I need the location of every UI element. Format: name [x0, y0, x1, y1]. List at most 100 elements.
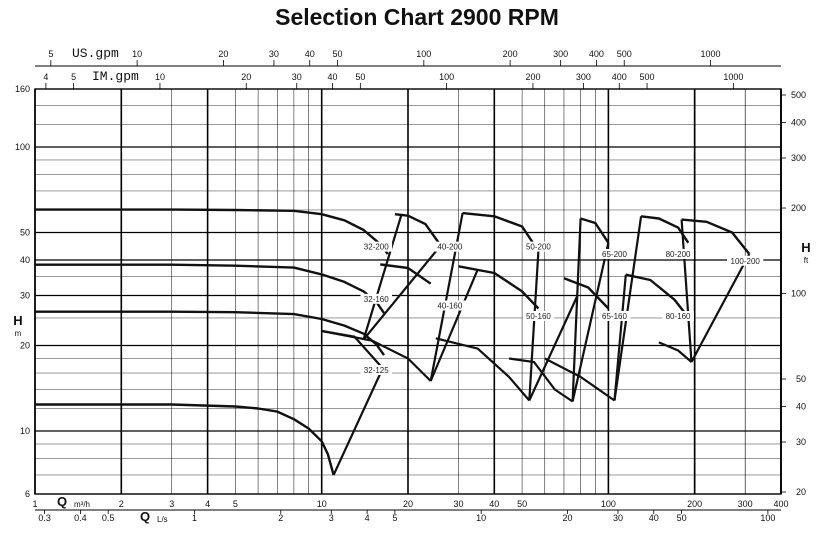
pump-label-bg: [434, 300, 466, 311]
tick-label-q-m3h: 1: [32, 499, 37, 509]
pump-label-bg: [360, 365, 393, 376]
tick-label-q-m3h: 4: [205, 499, 210, 509]
pump-curve: [563, 277, 610, 310]
pump-curve: [394, 213, 442, 247]
envelope-line: [528, 251, 540, 401]
pump-curve: [458, 265, 540, 310]
left-axis-unit: m: [15, 329, 22, 338]
tick-label-q-m3h: 30: [453, 499, 463, 509]
tick-label-h-m: 20: [20, 340, 30, 350]
tick-label-q-m3h: 300: [738, 499, 753, 509]
efficiency-curve: [658, 341, 693, 363]
tick-label-q-m3h: 100: [601, 499, 616, 509]
tick-label-q-m3h: 10: [317, 499, 327, 509]
bottom-ls-unit: L/s: [157, 515, 168, 524]
tick-label-h-m: 100: [15, 142, 30, 152]
bottom-ls-name: Q: [140, 509, 150, 524]
pump-label-bg: [360, 241, 393, 252]
envelope-line: [680, 219, 693, 363]
tick-label-q-ls: 1: [192, 513, 197, 523]
right-axis-name: H: [801, 240, 810, 255]
tick-label-im-gpm: 100: [439, 72, 454, 82]
left-axis-name: H: [13, 313, 22, 328]
pump-label-40-160: 40-160: [437, 301, 462, 310]
tick-label-h-m: 6: [25, 489, 30, 499]
envelope-line: [362, 213, 403, 340]
efficiency-curve: [435, 337, 531, 402]
pump-curves: [35, 208, 751, 476]
tick-label-us-gpm: 400: [589, 49, 604, 59]
pump-label-bg: [434, 241, 466, 252]
tick-label-q-ls: 20: [562, 513, 572, 523]
tick-label-us-gpm: 20: [218, 49, 228, 59]
tick-label-us-gpm: 500: [617, 49, 632, 59]
tick-label-h-m: 50: [20, 227, 30, 237]
pump-label-80-200: 80-200: [666, 250, 691, 259]
tick-label-h-ft: 400: [791, 118, 806, 128]
pump-label-bg: [727, 255, 764, 266]
pump-label-100-200: 100-200: [731, 257, 761, 266]
tick-label-h-ft: 30: [796, 437, 806, 447]
tick-label-im-gpm: 10: [155, 72, 165, 82]
pump-label-32-125: 32-125: [364, 366, 389, 375]
pump-label-bg: [522, 241, 555, 252]
tick-label-q-m3h: 40: [489, 499, 499, 509]
tick-label-im-gpm: 1000: [723, 72, 743, 82]
tick-label-q-ls: 0.5: [102, 513, 115, 523]
tick-label-q-ls: 2: [278, 513, 283, 523]
pump-labels: 32-200 32-160 32-125 40-200 40-160 50-200 50-1…: [360, 241, 764, 376]
tick-label-h-ft: 20: [796, 487, 806, 497]
tick-label-im-gpm: 20: [241, 72, 251, 82]
tick-label-im-gpm: 500: [640, 72, 655, 82]
tick-label-q-ls: 4: [365, 513, 370, 523]
tick-label-im-gpm: 5: [71, 72, 76, 82]
tick-label-q-m3h: 3: [169, 499, 174, 509]
pump-curve: [625, 273, 686, 314]
pump-label-40-200: 40-200: [437, 243, 462, 252]
tick-label-im-gpm: 40: [328, 72, 338, 82]
tick-label-q-ls: 100: [760, 513, 775, 523]
tick-label-q-m3h: 400: [773, 499, 788, 509]
pump-label-65-160: 65-160: [602, 312, 627, 321]
efficiency-curve: [321, 329, 382, 367]
tick-label-q-ls: 3: [329, 513, 334, 523]
grid: [34, 88, 782, 495]
envelope-line: [571, 218, 582, 402]
tick-label-us-gpm: 5: [48, 49, 53, 59]
pump-label-bg: [522, 310, 555, 321]
pump-curve: [681, 218, 751, 255]
tick-label-h-ft: 40: [796, 402, 806, 412]
bottom-q-unit: m³/h: [74, 500, 90, 509]
tick-label-q-m3h: 20: [403, 499, 413, 509]
tick-label-q-ls: 40: [649, 513, 659, 523]
tick-label-h-m: 10: [20, 426, 30, 436]
right-axis-unit: ft: [804, 256, 809, 265]
tick-label-q-ls: 30: [613, 513, 623, 523]
tick-label-us-gpm: 30: [269, 49, 279, 59]
efficiency-curve: [544, 357, 616, 402]
us-gpm-axis-name: US.gpm: [72, 46, 119, 61]
pump-label-bg: [598, 248, 631, 259]
pump-label-bg: [598, 310, 631, 321]
pump-label-32-200: 32-200: [364, 243, 389, 252]
tick-label-q-ls: 10: [476, 513, 486, 523]
tick-label-im-gpm: 300: [576, 72, 591, 82]
envelope-line: [613, 274, 627, 401]
im-gpm-axis-name: IM.gpm: [92, 69, 139, 84]
tick-label-h-ft: 500: [791, 90, 806, 100]
pump-label-bg: [662, 248, 694, 259]
tick-label-im-gpm: 50: [355, 72, 365, 82]
pump-curve: [380, 263, 432, 285]
envelope-line: [571, 242, 610, 402]
tick-label-h-m: 160: [15, 84, 30, 94]
tick-label-us-gpm: 40: [305, 49, 315, 59]
efficiency-curve: [508, 357, 574, 403]
tick-label-us-gpm: 300: [553, 49, 568, 59]
tick-label-h-m: 30: [20, 290, 30, 300]
tick-label-us-gpm: 200: [503, 49, 518, 59]
tick-label-h-m: 40: [20, 255, 30, 265]
envelope-line: [528, 295, 579, 401]
pump-curve: [580, 217, 610, 244]
pump-curve: [35, 403, 335, 476]
